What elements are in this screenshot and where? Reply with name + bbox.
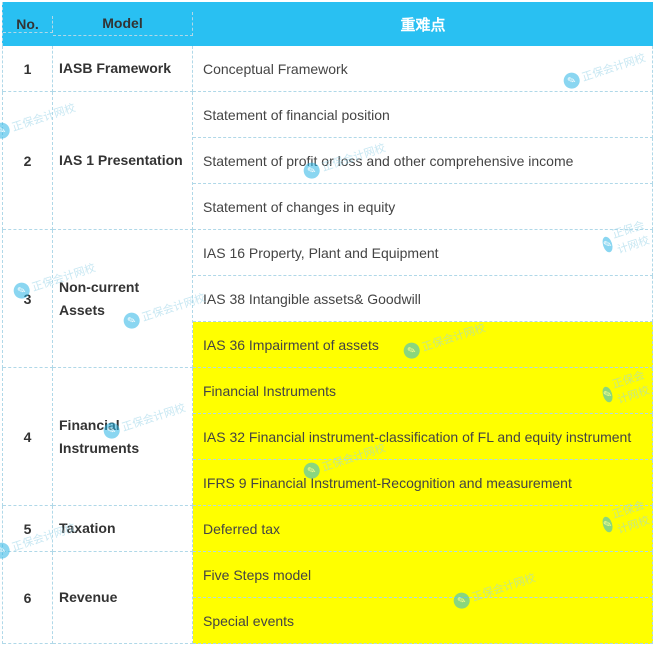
row-item: IAS 32 Financial instrument-classificati… <box>193 414 653 460</box>
header-points: 重难点 <box>193 14 653 35</box>
row-item: Deferred tax <box>193 506 653 552</box>
row-item: Special events <box>193 598 653 644</box>
row-model: Non-current Assets <box>53 230 193 368</box>
row-items: Statement of financial positionStatement… <box>193 92 653 230</box>
row-items: IAS 16 Property, Plant and EquipmentIAS … <box>193 230 653 368</box>
row-item: IFRS 9 Financial Instrument-Recognition … <box>193 460 653 506</box>
table-row: 4Financial InstrumentsFinancial Instrume… <box>2 368 653 506</box>
row-model: IAS 1 Presentation <box>53 92 193 230</box>
row-items: Deferred tax <box>193 506 653 552</box>
header-model: Model <box>53 12 193 35</box>
row-item: Statement of changes in equity <box>193 184 653 230</box>
row-item: Conceptual Framework <box>193 46 653 92</box>
row-no: 3 <box>3 230 53 368</box>
table-row: 6RevenueFive Steps modelSpecial events <box>2 552 653 644</box>
table-row: 5TaxationDeferred tax <box>2 506 653 552</box>
row-item: Statement of financial position <box>193 92 653 138</box>
table-header: No. Model 重难点 <box>2 2 653 46</box>
row-items: Financial InstrumentsIAS 32 Financial in… <box>193 368 653 506</box>
row-item: Financial Instruments <box>193 368 653 414</box>
row-no: 6 <box>3 552 53 644</box>
header-no: No. <box>3 16 53 33</box>
row-model: IASB Framework <box>53 46 193 92</box>
table-row: 1IASB FrameworkConceptual Framework <box>2 46 653 92</box>
table-wrapper: No. Model 重难点 1IASB FrameworkConceptual … <box>2 2 653 644</box>
table-body: 1IASB FrameworkConceptual Framework2IAS … <box>2 46 653 644</box>
table-row: 2IAS 1 PresentationStatement of financia… <box>2 92 653 230</box>
row-no: 5 <box>3 506 53 552</box>
row-no: 4 <box>3 368 53 506</box>
row-model: Financial Instruments <box>53 368 193 506</box>
row-items: Conceptual Framework <box>193 46 653 92</box>
row-model: Taxation <box>53 506 193 552</box>
row-item: Five Steps model <box>193 552 653 598</box>
row-items: Five Steps modelSpecial events <box>193 552 653 644</box>
row-item: IAS 36 Impairment of assets <box>193 322 653 368</box>
row-no: 2 <box>3 92 53 230</box>
row-item: Statement of profit or loss and other co… <box>193 138 653 184</box>
row-model: Revenue <box>53 552 193 644</box>
row-no: 1 <box>3 46 53 92</box>
row-item: IAS 16 Property, Plant and Equipment <box>193 230 653 276</box>
table-row: 3Non-current AssetsIAS 16 Property, Plan… <box>2 230 653 368</box>
row-item: IAS 38 Intangible assets& Goodwill <box>193 276 653 322</box>
